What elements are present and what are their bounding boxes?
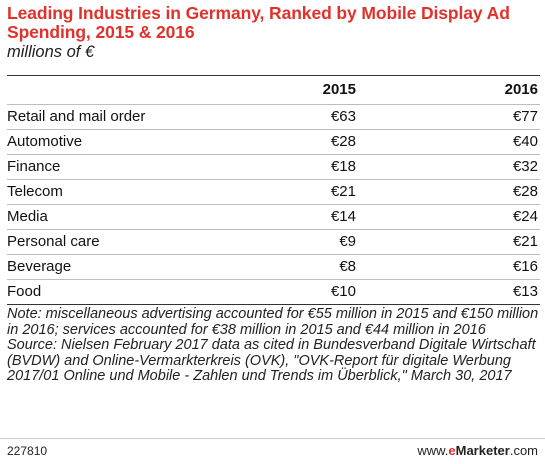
chart-footer: 227810 www.eMarketer.com [0, 438, 545, 464]
brand-main: Marketer [455, 443, 510, 458]
value-2015: €63 [176, 104, 358, 130]
value-2016: €32 [358, 154, 540, 180]
value-2016: €40 [358, 129, 540, 155]
brand-suffix: .com [509, 443, 538, 458]
value-2016: €77 [358, 104, 540, 130]
table-row: Media €14 €24 [7, 204, 540, 230]
brand-prefix: www. [417, 443, 449, 458]
value-2015: €10 [176, 279, 358, 305]
value-2015: €14 [176, 204, 358, 230]
brand-e: e [448, 443, 456, 458]
row-label: Food [7, 279, 176, 305]
table-row: Automotive €28 €40 [7, 129, 540, 155]
row-label: Beverage [7, 254, 176, 280]
row-label: Retail and mail order [7, 104, 176, 130]
value-2016: €28 [358, 179, 540, 205]
table-header-row: 2015 2016 [7, 76, 540, 105]
row-label: Automotive [7, 129, 176, 155]
value-2015: €21 [176, 179, 358, 205]
source-text: Source: Nielsen February 2017 data as ci… [7, 337, 536, 384]
value-2016: €24 [358, 204, 540, 230]
chart-id: 227810 [7, 444, 48, 458]
table-row: Retail and mail order €63 €77 [7, 104, 540, 130]
table-row: Personal care €9 €21 [7, 229, 540, 255]
note-text: Note: miscellaneous advertising accounte… [7, 306, 539, 338]
table-row: Food €10 €13 [7, 279, 540, 305]
value-2015: €9 [176, 229, 358, 255]
row-label: Media [7, 204, 176, 230]
value-2016: €21 [358, 229, 540, 255]
chart-notes: Note: miscellaneous advertising accounte… [7, 306, 540, 385]
value-2015: €28 [176, 129, 358, 155]
header-2016: 2016 [504, 81, 538, 98]
row-label: Telecom [7, 179, 176, 205]
data-table: 2015 2016 Retail and mail order €63 €77 … [7, 76, 540, 305]
value-2015: €8 [176, 254, 358, 280]
chart-title: Leading Industries in Germany, Ranked by… [7, 3, 510, 42]
brand-link[interactable]: www.eMarketer.com [417, 443, 538, 458]
value-2016: €16 [358, 254, 540, 280]
table-row: Finance €18 €32 [7, 154, 540, 180]
row-label: Finance [7, 154, 176, 180]
header-category [7, 76, 176, 105]
row-label: Personal care [7, 229, 176, 255]
table-row: Telecom €21 €28 [7, 179, 540, 205]
value-2016: €13 [358, 279, 540, 305]
table-row: Beverage €8 €16 [7, 254, 540, 280]
chart-container: Leading Industries in Germany, Ranked by… [7, 0, 540, 385]
data-table-wrapper: 2015 2016 Retail and mail order €63 €77 … [7, 75, 540, 305]
value-2015: €18 [176, 154, 358, 180]
header-2015: 2015 [322, 81, 356, 98]
chart-subtitle: millions of € [7, 43, 95, 61]
